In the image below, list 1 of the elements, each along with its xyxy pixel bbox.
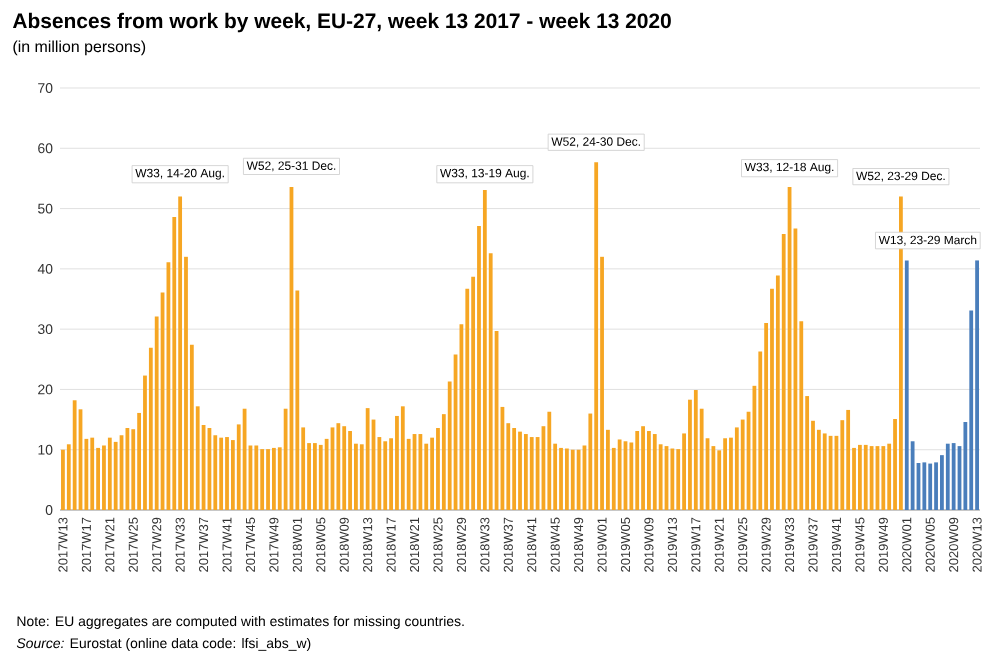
chart-title: Absences from work by week, EU-27, week 13 2017 - week 13 2020 [12, 12, 671, 33]
